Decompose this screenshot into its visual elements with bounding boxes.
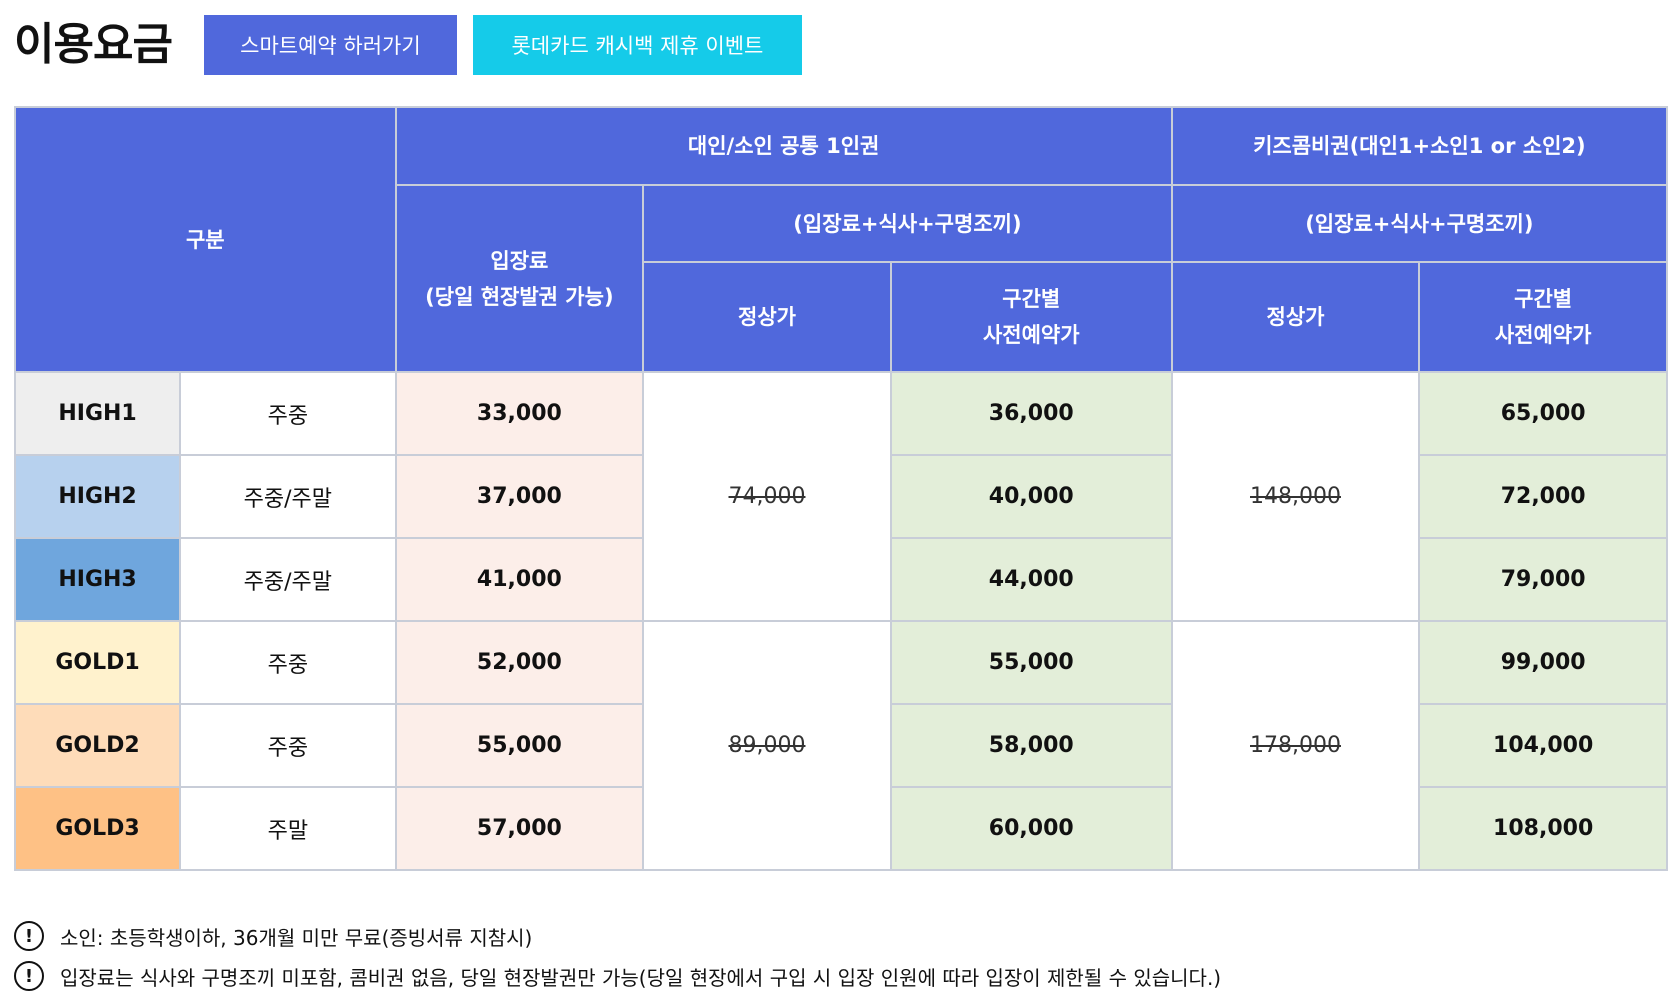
single-reserve-price-cell: 36,000 [889,371,1173,456]
exclamation-icon: ! [14,921,44,951]
header-entry-fee-line1: 입장료 [490,248,549,273]
note-item: ! 소인: 초등학생이하, 36개월 미만 무료(증빙서류 지참시) [14,916,1221,956]
single-reserve-price-cell: 60,000 [889,786,1173,871]
kids-reserve-price-cell: 99,000 [1418,620,1668,705]
kids-reserve-price-cell: 104,000 [1418,703,1668,788]
kids-reserve-price-cell: 72,000 [1418,454,1668,539]
header-kids-includes: (입장료+식사+구명조끼) [1170,184,1669,263]
days-cell: 주중 [179,371,397,456]
page-title: 이용요금 [14,19,173,70]
header-single-ticket: 대인/소인 공통 1인권 [394,106,1173,186]
table-row: GOLD3 주말 57,000 60,000 108,000 [13,786,1668,871]
days-cell: 주중/주말 [179,537,397,622]
grade-cell: GOLD3 [13,786,182,871]
table-row: HIGH3 주중/주말 41,000 44,000 79,000 [13,537,1668,622]
entry-price-cell: 57,000 [394,786,645,871]
days-cell: 주중 [179,703,397,788]
days-cell: 주중/주말 [179,454,397,539]
single-reserve-price-cell: 58,000 [889,703,1173,788]
header-kids-regular: 정상가 [1170,261,1421,373]
header-category: 구분 [14,106,397,373]
entry-price-cell: 55,000 [394,703,645,788]
kids-reserve-price-cell: 108,000 [1418,786,1668,871]
header-kids-combo: 키즈콤비권(대인1+소인1 or 소인2) [1170,106,1669,186]
days-cell: 주말 [179,786,397,871]
header-entry-fee-line2: (당일 현장발권 가능) [425,284,614,309]
kids-regular-price-high: 148,000 [1170,371,1421,622]
smart-reservation-button[interactable]: 스마트예약 하러가기 [203,15,457,75]
note-item: ! 입장료는 식사와 구명조끼 미포함, 콤비권 없음, 당일 현장발권만 가능… [14,956,1221,996]
single-regular-price-gold: 89,000 [642,620,892,871]
notes-section: ! 소인: 초등학생이하, 36개월 미만 무료(증빙서류 지참시) ! 입장료… [14,916,1221,996]
grade-cell: GOLD1 [13,620,182,705]
exclamation-icon: ! [14,961,44,991]
note-text: 입장료는 식사와 구명조끼 미포함, 콤비권 없음, 당일 현장발권만 가능(당… [60,965,1222,990]
table-row: HIGH2 주중/주말 37,000 40,000 72,000 [13,454,1668,539]
entry-price-cell: 33,000 [394,371,645,456]
header-kids-reserve-line1: 구간별 [1514,287,1573,311]
table-row: GOLD1 주중 52,000 89,000 55,000 178,000 99… [13,620,1668,871]
page-header: 이용요금 스마트예약 하러가기 롯데카드 캐시백 제휴 이벤트 [14,14,818,76]
header-single-reserve-line1: 구간별 [1002,287,1061,311]
entry-price-cell: 52,000 [394,620,645,705]
header-entry-fee: 입장료 (당일 현장발권 가능) [394,184,645,373]
lotte-cashback-event-button[interactable]: 롯데카드 캐시백 제휴 이벤트 [472,15,802,75]
price-table: 구분 대인/소인 공통 1인권 키즈콤비권(대인1+소인1 or 소인2) 입장… [13,106,1669,871]
note-text: 소인: 초등학생이하, 36개월 미만 무료(증빙서류 지참시) [60,925,533,950]
header-single-reserve: 구간별 사전예약가 [889,261,1173,373]
header-kids-reserve: 구간별 사전예약가 [1418,261,1668,373]
single-regular-price-high: 74,000 [642,371,892,622]
table-row: GOLD2 주중 55,000 58,000 104,000 [13,703,1668,788]
kids-reserve-price-cell: 65,000 [1418,371,1668,456]
header-single-includes: (입장료+식사+구명조끼) [642,184,1173,263]
header-single-regular: 정상가 [642,261,892,373]
grade-cell: HIGH3 [13,537,182,622]
header-kids-reserve-line2: 사전예약가 [1494,323,1592,347]
kids-reserve-price-cell: 79,000 [1418,537,1668,622]
entry-price-cell: 41,000 [394,537,645,622]
header-single-reserve-line2: 사전예약가 [982,323,1080,347]
single-reserve-price-cell: 44,000 [889,537,1173,622]
single-reserve-price-cell: 55,000 [889,620,1173,705]
days-cell: 주중 [179,620,397,705]
grade-cell: HIGH1 [13,371,182,456]
grade-cell: HIGH2 [13,454,182,539]
table-row: HIGH1 주중 33,000 74,000 36,000 148,000 65… [13,371,1668,622]
kids-regular-price-gold: 178,000 [1170,620,1421,871]
single-reserve-price-cell: 40,000 [889,454,1173,539]
grade-cell: GOLD2 [13,703,182,788]
entry-price-cell: 37,000 [394,454,645,539]
